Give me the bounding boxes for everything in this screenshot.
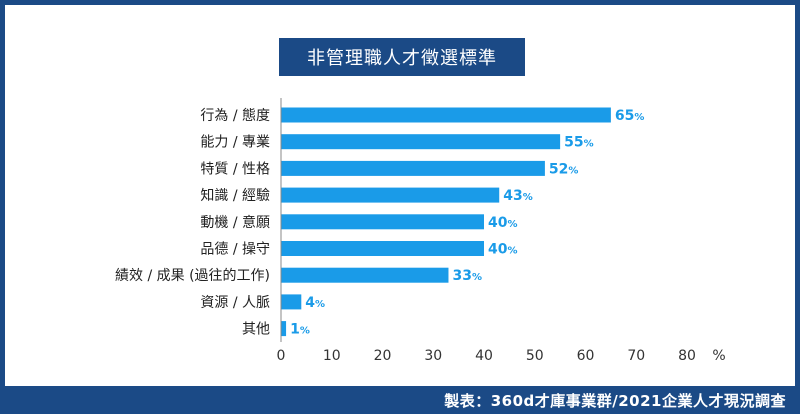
source-note: 製表：360d才庫事業群/2021企業人才現況調查 (444, 392, 786, 410)
data-label: 55% (564, 135, 594, 151)
x-tick-label: 70 (627, 348, 645, 364)
data-label: 40% (488, 215, 518, 231)
x-axis: 0 10 20 30 40 50 60 70 80% (277, 98, 726, 364)
chart-title: 非管理職人才徵選標準 (279, 38, 525, 76)
bar (281, 294, 302, 310)
bar (281, 321, 287, 337)
data-label: 40% (488, 242, 518, 258)
category-label: 品德 / 操守 (200, 242, 270, 258)
x-axis-unit: % (712, 348, 725, 364)
data-label: 33% (452, 268, 482, 284)
data-label: 1% (290, 322, 310, 338)
category-label: 特質 / 性格 (200, 161, 270, 177)
x-tick-label: 20 (374, 348, 392, 364)
footer-bar: 製表：360d才庫事業群/2021企業人才現況調查 (0, 386, 800, 414)
x-tick-label: 40 (475, 348, 493, 364)
x-tick-label: 30 (424, 348, 442, 364)
bar (281, 267, 449, 283)
x-tick-label: 0 (277, 348, 286, 364)
bar (281, 134, 561, 150)
category-label: 行為 / 態度 (200, 108, 270, 124)
data-label: 43% (503, 188, 533, 204)
category-label: 其他 (242, 322, 270, 338)
x-tick-label: 60 (577, 348, 595, 364)
x-tick-label: 80 (678, 348, 696, 364)
bars-layer: 行為 / 態度 65% 能力 / 專業 55% 特質 / 性格 52% 知識 / 經驗 43%… (115, 107, 645, 338)
bar (281, 241, 484, 256)
data-label: 65% (615, 108, 645, 124)
category-label: 知識 / 經驗 (200, 187, 270, 204)
bar (281, 160, 545, 176)
category-label: 能力 / 專業 (200, 135, 270, 151)
data-label: 52% (549, 161, 579, 177)
bar (281, 107, 611, 123)
x-tick-label: 10 (323, 348, 341, 364)
category-label: 動機 / 意願 (200, 214, 270, 231)
bar (281, 214, 484, 230)
data-label: 4% (305, 295, 325, 311)
category-label: 績效 / 成果 (過往的工作) (115, 268, 270, 284)
x-tick-label: 50 (526, 348, 544, 364)
bar (281, 187, 500, 203)
category-label: 資源 / 人脈 (200, 295, 270, 311)
